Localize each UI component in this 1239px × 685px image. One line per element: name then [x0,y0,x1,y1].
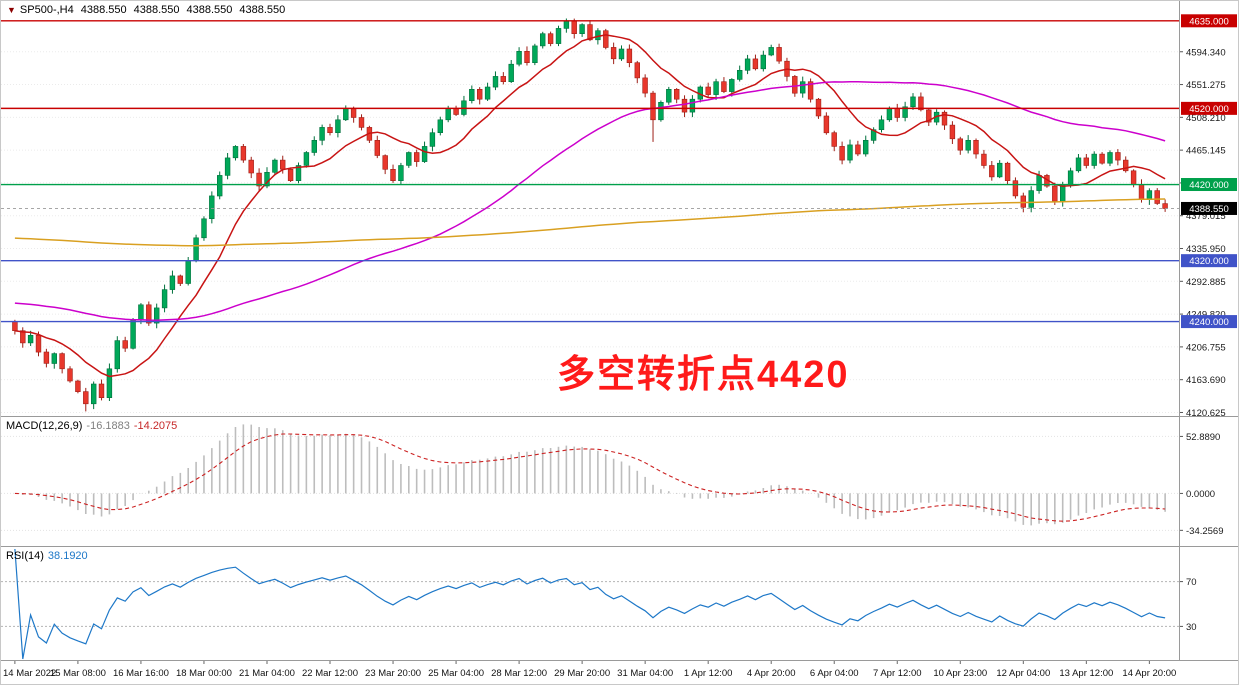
svg-text:7 Apr 12:00: 7 Apr 12:00 [873,668,922,679]
rsi-line [14,548,1166,660]
ma-300-line [14,198,1166,247]
svg-text:4465.145: 4465.145 [1186,146,1226,157]
rsi-panel: 70 30 [1,548,1197,660]
macd-indicator-label: MACD(12,26,9) -16.1883 -14.2075 [6,420,177,432]
rsi-indicator-label: RSI(14) 38.1920 [6,550,88,562]
svg-text:4379.015: 4379.015 [1186,211,1226,222]
chart-title: ▼ SP500-,H4 4388.550 4388.550 4388.550 4388.5… [7,4,292,16]
svg-text:4551.275: 4551.275 [1186,80,1226,91]
panel-separators [1,1,1238,661]
ma-10-line [14,34,1166,378]
svg-text:4635.000: 4635.000 [1189,16,1229,27]
svg-text:13 Apr 12:00: 13 Apr 12:00 [1059,668,1113,679]
svg-text:4163.690: 4163.690 [1186,375,1226,386]
rsi-name: RSI(14) [6,550,44,562]
svg-text:4320.000: 4320.000 [1189,256,1229,267]
svg-text:29 Mar 20:00: 29 Mar 20:00 [554,668,610,679]
svg-text:4335.950: 4335.950 [1186,244,1226,255]
svg-text:4206.755: 4206.755 [1186,342,1226,353]
svg-text:4120.625: 4120.625 [1186,408,1226,419]
price-grid [1,51,1179,413]
svg-text:52.8890: 52.8890 [1186,432,1220,443]
moving-average-lines [14,34,1166,378]
open-value: 4388.550 [80,4,127,16]
svg-text:6 Apr 04:00: 6 Apr 04:00 [810,668,859,679]
svg-text:12 Apr 04:00: 12 Apr 04:00 [996,668,1050,679]
svg-text:4520.000: 4520.000 [1189,104,1229,115]
svg-text:1 Apr 12:00: 1 Apr 12:00 [684,668,733,679]
svg-text:25 Mar 04:00: 25 Mar 04:00 [428,668,484,679]
macd-signal-line [14,433,1166,522]
svg-text:4240.000: 4240.000 [1189,317,1229,328]
svg-text:31 Mar 04:00: 31 Mar 04:00 [617,668,673,679]
annotation-text[interactable]: 多空转折点4420 [557,354,850,396]
svg-text:14 Apr 20:00: 14 Apr 20:00 [1122,668,1176,679]
macd-main-value: -16.1883 [86,420,130,432]
rsi-value: 38.1920 [47,550,88,562]
svg-text:23 Mar 20:00: 23 Mar 20:00 [365,668,421,679]
symbol-timeframe: SP500-,H4 [19,4,74,16]
svg-text:28 Mar 12:00: 28 Mar 12:00 [491,668,547,679]
svg-text:4594.340: 4594.340 [1186,47,1226,58]
svg-text:16 Mar 16:00: 16 Mar 16:00 [113,668,169,679]
svg-text:70: 70 [1186,577,1197,588]
svg-text:15 Mar 08:00: 15 Mar 08:00 [50,668,106,679]
svg-text:4508.210: 4508.210 [1186,113,1226,124]
support-resistance-lines[interactable]: 4635.000 4520.000 4420.000 4320.000 4240.000 [1,14,1237,329]
macd-name: MACD(12,26,9) [6,420,83,432]
macd-panel: 52.8890 0.0000 -34.2569 [1,424,1224,537]
svg-text:22 Mar 12:00: 22 Mar 12:00 [302,668,358,679]
svg-text:4388.550: 4388.550 [1189,204,1229,215]
low-value: 4388.550 [186,4,233,16]
svg-text:14 Mar 2022: 14 Mar 2022 [3,668,56,679]
candlestick-series [12,18,1168,412]
svg-text:18 Mar 00:00: 18 Mar 00:00 [176,668,232,679]
svg-text:-34.2569: -34.2569 [1186,526,1224,537]
current-price-marker: 4388.550 [1,201,1237,215]
close-value: 4388.550 [239,4,286,16]
svg-text:4420.000: 4420.000 [1189,180,1229,191]
svg-text:4 Apr 20:00: 4 Apr 20:00 [747,668,796,679]
svg-text:21 Mar 04:00: 21 Mar 04:00 [239,668,295,679]
high-value: 4388.550 [133,4,180,16]
symbol-marker-icon: ▼ [7,5,16,15]
svg-text:4292.885: 4292.885 [1186,277,1226,288]
ma-55-line [14,80,1166,321]
svg-text:30: 30 [1186,622,1197,633]
svg-text:0.0000: 0.0000 [1186,489,1215,500]
svg-text:10 Apr 23:00: 10 Apr 23:00 [933,668,987,679]
macd-signal-value: -14.2075 [133,420,178,432]
